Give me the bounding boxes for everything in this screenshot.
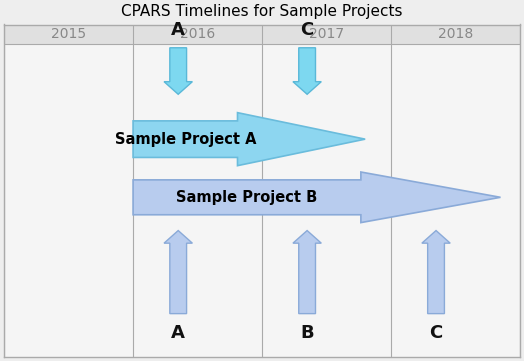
Text: 2015: 2015 [51, 27, 86, 42]
Text: Sample Project B: Sample Project B [177, 190, 318, 205]
Text: C: C [429, 323, 443, 342]
Polygon shape [293, 48, 321, 94]
Polygon shape [164, 231, 192, 314]
Text: Sample Project A: Sample Project A [115, 132, 256, 147]
Text: 2017: 2017 [309, 27, 344, 42]
Polygon shape [293, 231, 321, 314]
Text: B: B [300, 323, 314, 342]
Title: CPARS Timelines for Sample Projects: CPARS Timelines for Sample Projects [121, 4, 403, 19]
Text: A: A [171, 323, 185, 342]
Polygon shape [133, 172, 500, 223]
Text: C: C [300, 21, 314, 39]
Bar [4, 25, 520, 44]
Text: A: A [171, 21, 185, 39]
Polygon shape [133, 113, 365, 166]
Text: 2016: 2016 [180, 27, 215, 42]
Text: 2018: 2018 [438, 27, 473, 42]
Polygon shape [164, 48, 192, 94]
Polygon shape [422, 231, 450, 314]
